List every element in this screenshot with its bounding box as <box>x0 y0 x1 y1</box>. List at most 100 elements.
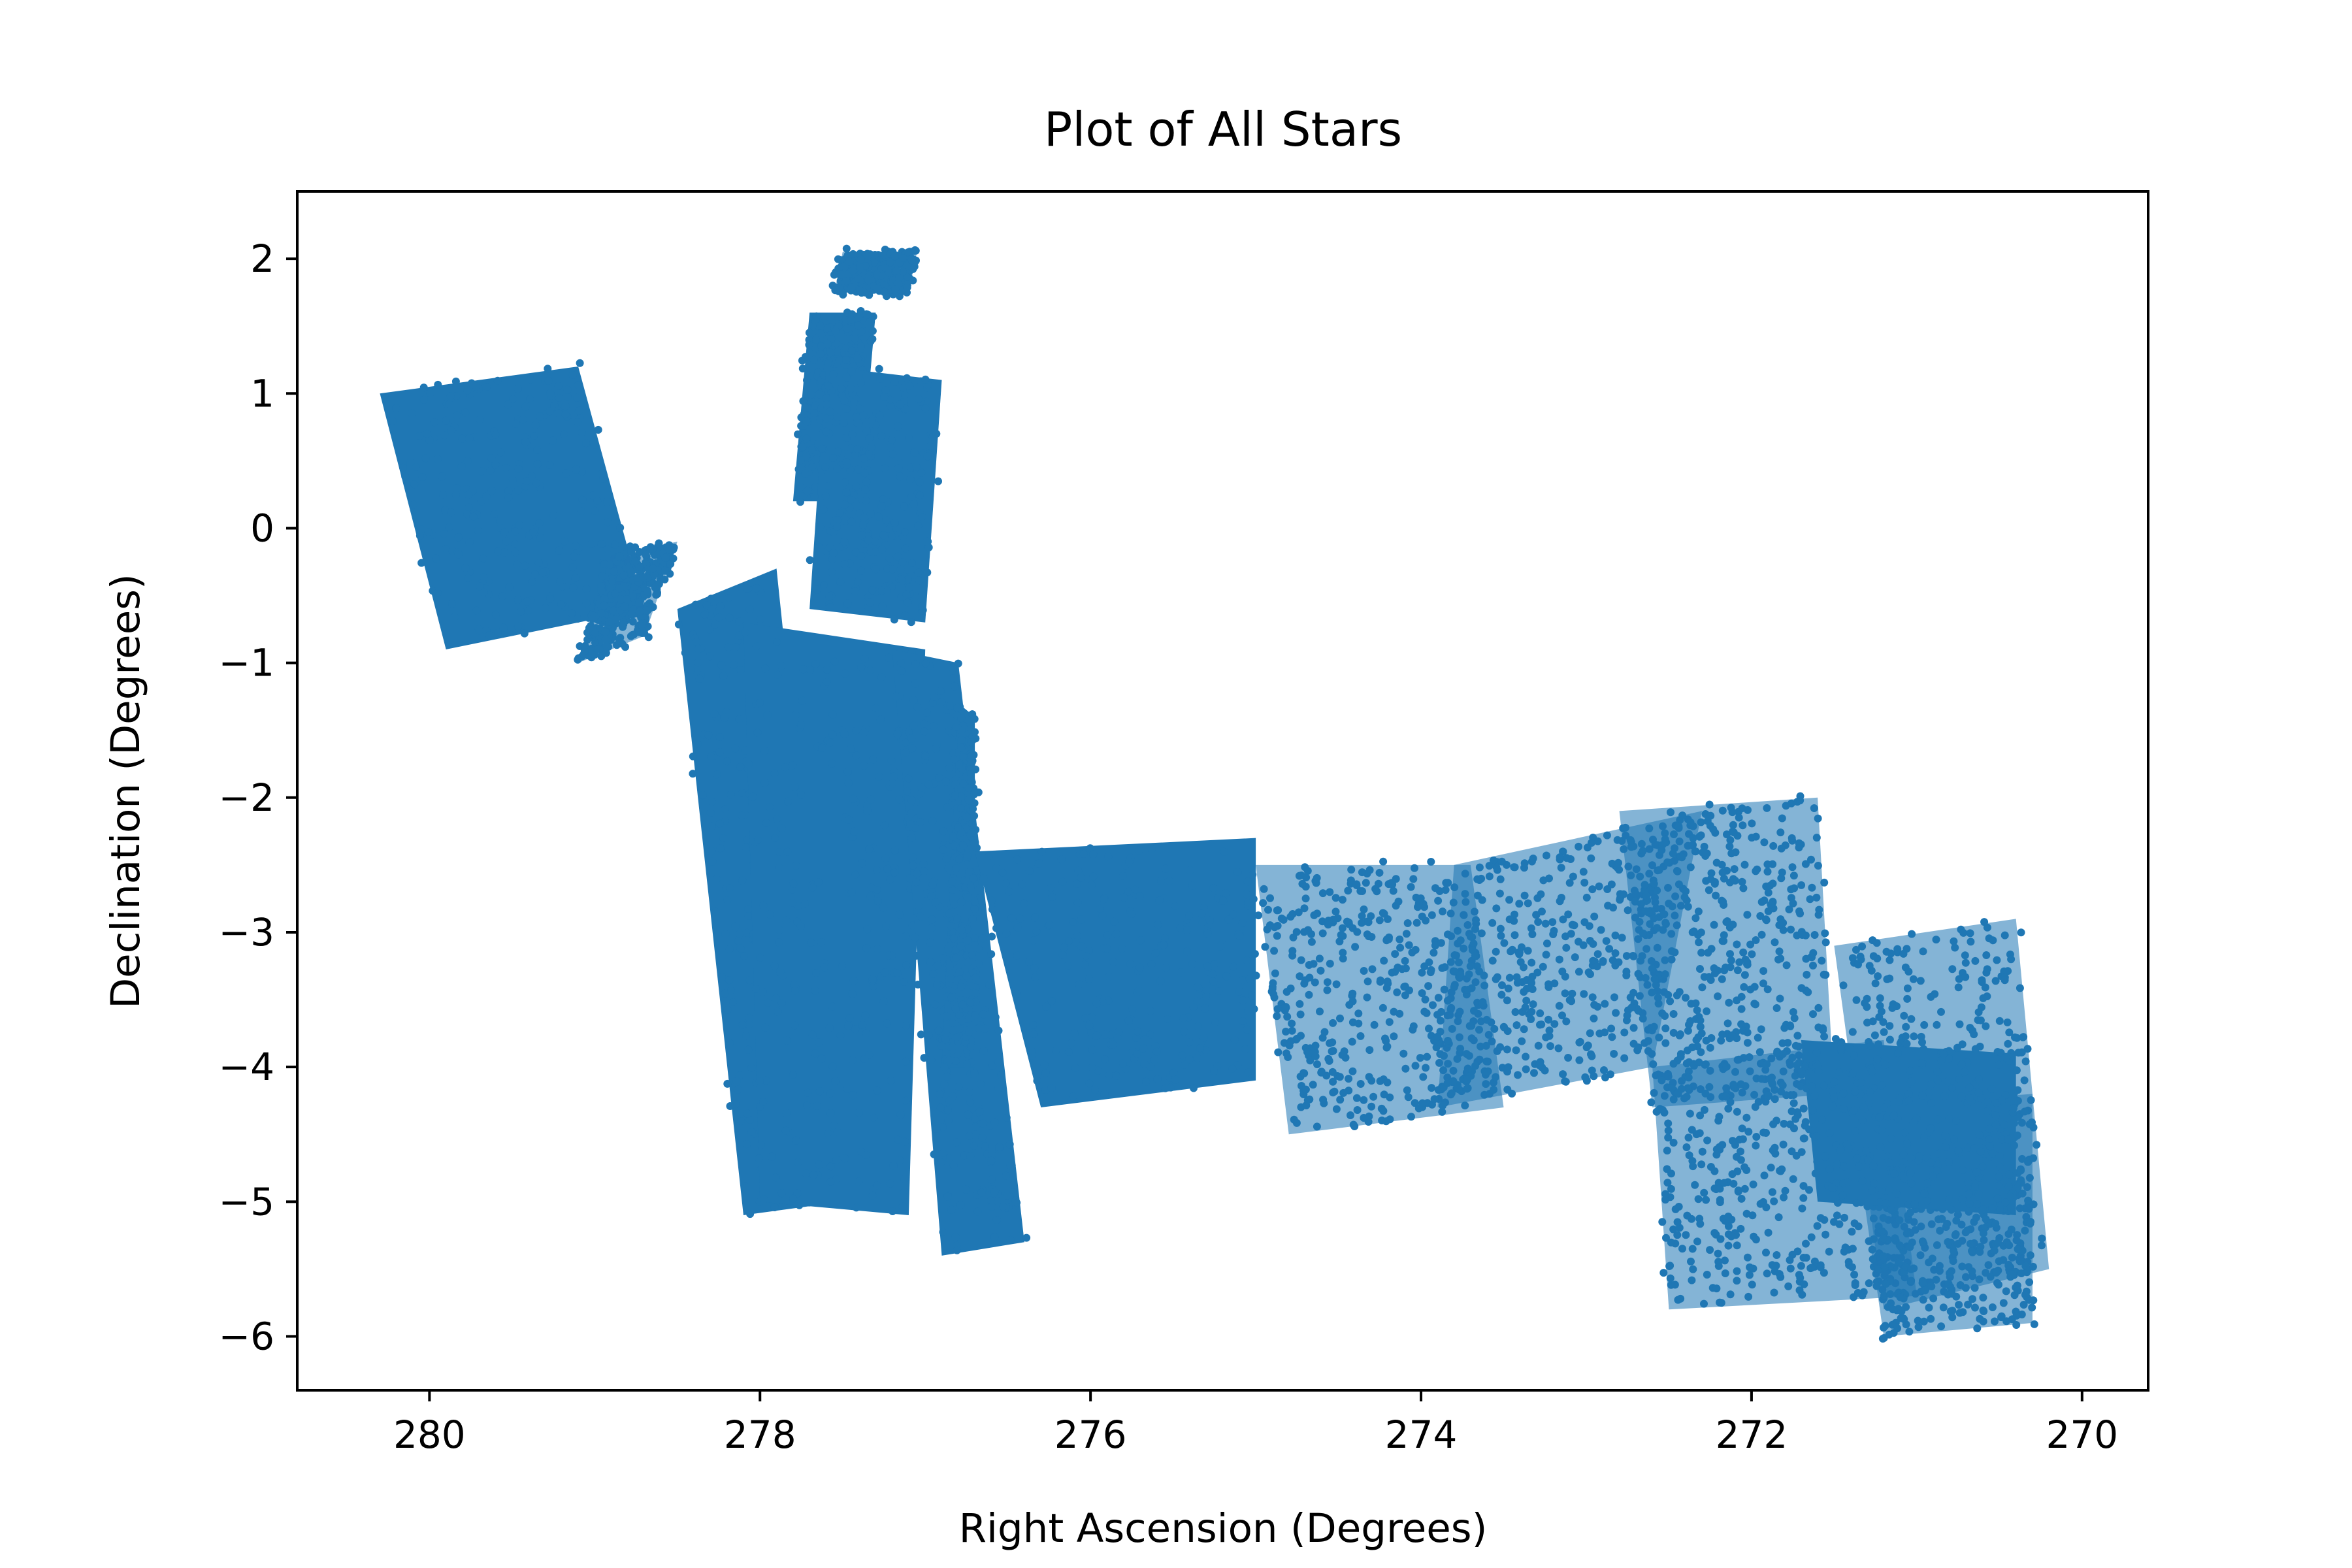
star-point <box>834 348 841 356</box>
star-point <box>802 353 809 361</box>
star-point <box>1448 1024 1456 1033</box>
star-point <box>915 491 924 500</box>
star-point <box>1722 1092 1730 1101</box>
star-point <box>1809 961 1817 970</box>
star-point <box>1243 877 1252 886</box>
star-point <box>1297 956 1305 964</box>
star-point <box>826 1109 835 1117</box>
star-point <box>1645 825 1654 832</box>
star-point <box>1801 1118 1810 1126</box>
star-point <box>828 759 836 768</box>
star-point <box>1065 937 1073 945</box>
star-point <box>447 426 455 434</box>
star-point <box>1910 1032 1918 1041</box>
star-point <box>590 440 598 449</box>
star-point <box>487 487 496 495</box>
star-point <box>959 779 968 788</box>
star-point <box>1316 1007 1324 1016</box>
star-point <box>1343 917 1351 926</box>
star-point <box>724 643 732 651</box>
star-point <box>1796 796 1805 805</box>
star-point <box>1727 956 1735 965</box>
star-point <box>970 1141 978 1150</box>
star-point <box>1636 872 1644 881</box>
star-point <box>1543 939 1551 948</box>
star-point <box>465 538 474 547</box>
star-point <box>776 968 785 975</box>
star-point <box>718 973 726 981</box>
star-point <box>606 561 614 569</box>
star-point <box>603 498 611 506</box>
star-point <box>745 605 754 613</box>
star-point <box>1688 928 1697 936</box>
star-point <box>1979 994 1987 1002</box>
star-point <box>1731 876 1739 885</box>
scatter-points <box>380 244 2050 1343</box>
star-point <box>1697 1048 1705 1056</box>
star-point <box>826 738 834 747</box>
star-point <box>1300 979 1309 988</box>
star-point <box>1903 984 1912 992</box>
star-point <box>1162 964 1170 972</box>
star-point <box>784 797 792 806</box>
star-point <box>1006 1235 1015 1244</box>
star-point <box>1441 886 1450 894</box>
star-point <box>1480 972 1488 980</box>
star-point <box>877 502 886 511</box>
star-point <box>1729 828 1738 837</box>
star-point <box>940 1063 949 1071</box>
star-point <box>773 815 781 823</box>
star-point <box>716 844 725 853</box>
star-point <box>834 447 842 455</box>
star-point <box>885 525 893 533</box>
star-point <box>1193 983 1201 991</box>
star-point <box>1296 1010 1305 1019</box>
star-point <box>1771 1267 1779 1275</box>
star-point <box>1900 1011 1908 1020</box>
star-point <box>487 454 496 463</box>
star-point <box>866 510 875 518</box>
star-point <box>893 730 902 738</box>
star-point <box>847 517 856 526</box>
star-point <box>401 472 410 481</box>
star-point <box>572 465 580 474</box>
star-point <box>725 594 733 602</box>
star-point <box>1374 879 1382 888</box>
star-point <box>811 660 820 668</box>
star-point <box>1193 1054 1201 1062</box>
star-point <box>1402 930 1411 938</box>
star-point <box>1147 845 1156 853</box>
star-point <box>1658 1218 1667 1226</box>
star-point <box>602 628 610 636</box>
star-point <box>1222 972 1231 981</box>
star-point <box>619 571 628 580</box>
star-point <box>738 1021 747 1029</box>
star-point <box>968 951 976 959</box>
star-point <box>472 606 481 615</box>
star-point <box>527 472 536 480</box>
star-point <box>1886 1036 1894 1044</box>
star-point <box>1393 988 1401 996</box>
star-point <box>1521 1004 1529 1011</box>
star-point <box>1724 1213 1733 1220</box>
star-point <box>694 659 702 667</box>
star-point <box>760 779 769 787</box>
star-point <box>511 548 519 557</box>
star-point <box>1707 875 1715 883</box>
star-point <box>1611 931 1620 939</box>
star-point <box>1588 885 1597 894</box>
star-point <box>721 713 729 722</box>
star-point <box>854 314 862 322</box>
star-point <box>1360 905 1368 913</box>
star-point <box>840 419 848 427</box>
star-point <box>1696 1220 1705 1228</box>
star-point <box>1789 1175 1797 1183</box>
star-point <box>1770 1288 1778 1297</box>
star-point <box>915 576 923 585</box>
star-point <box>1714 1249 1722 1258</box>
star-point <box>1563 854 1571 862</box>
star-point <box>1439 1066 1448 1075</box>
star-point <box>1365 1073 1373 1081</box>
star-point <box>1426 968 1435 977</box>
star-point <box>419 384 428 392</box>
